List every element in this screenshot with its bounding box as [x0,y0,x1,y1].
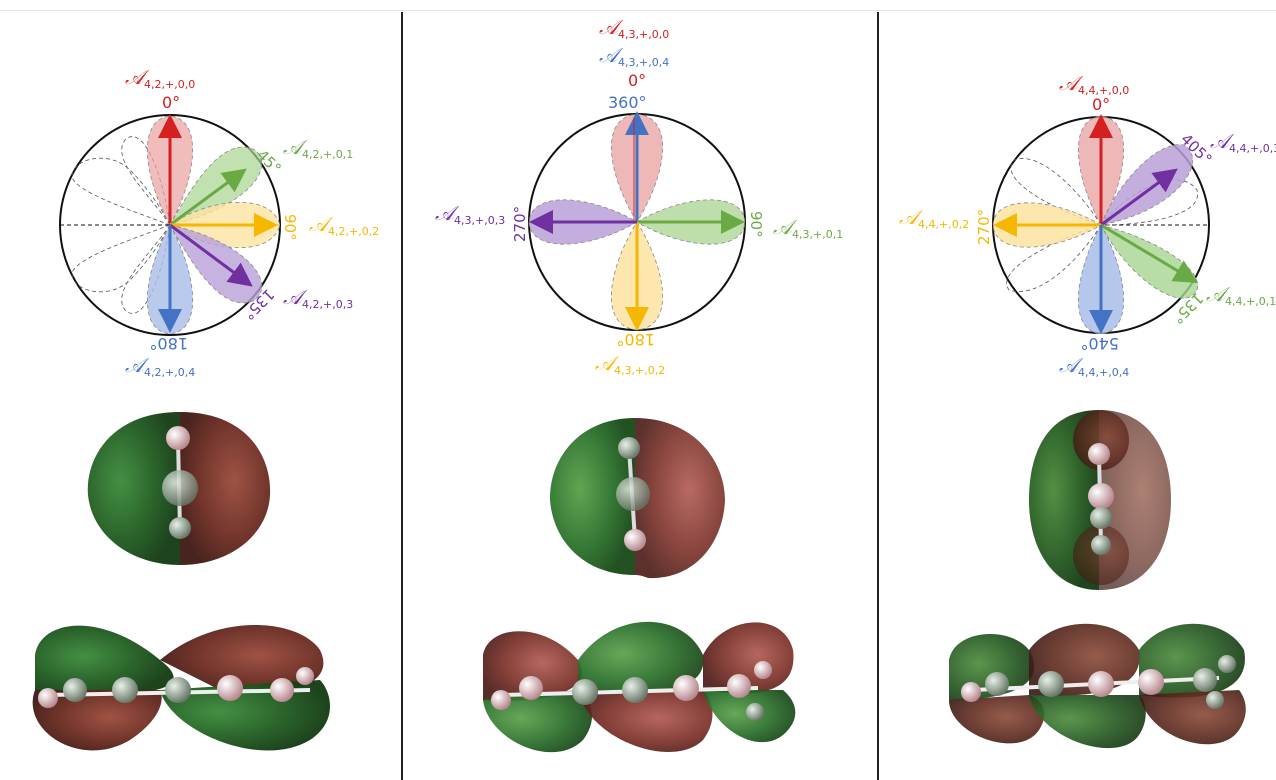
panel-3: 𝒜 4,4,+,0,0 0° 405° 𝒜 4,4,+,0,3 270° 𝒜 4… [899,71,1276,749]
panel-divider-2 [877,12,879,780]
label-right-sub: 4,3,+,0,1 [792,228,843,241]
label-r90-sub: 4,2,+,0,2 [328,225,379,238]
label-r45-sub: 4,2,+,0,1 [302,148,353,161]
deg-360: 360° [608,93,647,112]
label-left-sub: 4,3,+,0,3 [454,214,505,227]
label-top-sub: 4,4,+,0,0 [1078,84,1129,97]
deg-90: 90° [281,214,299,241]
deg-540: 540° [1080,334,1119,353]
panel-1: 𝒜 4,2,+,0,0 0° 45° 𝒜 4,2,+,0,1 90° 𝒜 4,2… [32,65,379,751]
lobe-outline [1010,158,1102,226]
label-bottom-sub: 4,4,+,0,4 [1078,366,1129,379]
lobe-outline [71,224,171,293]
label-top-sub: 4,2,+,0,0 [144,78,195,91]
label-bottom-sub: 4,3,+,0,2 [614,364,665,377]
label-r135-sub: 4,2,+,0,3 [302,298,353,311]
molecule-top-view [87,412,271,565]
arrow-green [169,168,247,227]
lobe-outline [1100,179,1198,226]
deg-0: 0° [628,71,646,90]
panel-divider-1 [401,12,403,780]
label-r405-sub: 4,4,+,0,3 [1229,142,1276,155]
deg-180: 180° [616,330,655,349]
deg-270: 270° [511,206,529,242]
arrow-purple [1100,168,1178,227]
molecule-top-view [1029,410,1171,590]
deg-0: 0° [162,93,180,112]
lobe-purple [1100,144,1194,226]
panel-2: 𝒜 4,3,+,0,0 𝒜 4,3,+,0,4 0° 360° 90° 𝒜 4,… [435,15,843,753]
deg-90: 90° [747,211,765,238]
lobe-outline [121,136,171,226]
molecule-side-view [32,625,330,751]
label-bottom-sub: 4,2,+,0,4 [144,366,195,379]
deg-0: 0° [1092,95,1110,114]
top-rule [0,10,1276,11]
molecule-side-view [949,623,1246,749]
molecule-side-view [483,621,796,753]
label-r135-sub: 4,4,+,0,1 [1225,295,1276,308]
lobe-outline [71,157,171,226]
deg-180: 180° [149,334,188,353]
deg-270: 270° [975,209,993,245]
label-top2-sub: 4,3,+,0,4 [618,56,669,69]
lobe-outline [1006,224,1102,292]
arrow-green [1100,223,1199,284]
label-left-sub: 4,4,+,0,2 [918,218,969,231]
label-top-sub: 4,3,+,0,0 [618,28,669,41]
arrow-purple [169,223,253,287]
molecule-top-view [549,418,725,579]
lobe-outline [121,224,171,314]
